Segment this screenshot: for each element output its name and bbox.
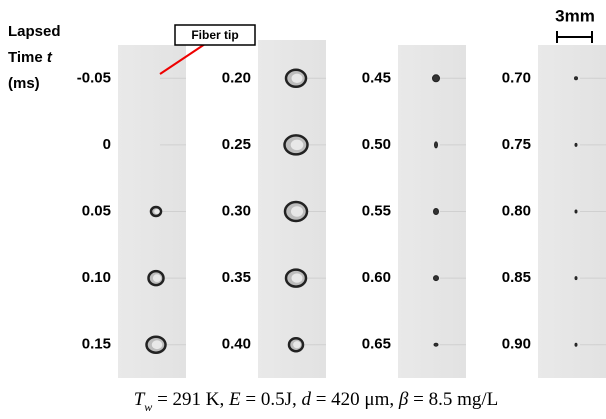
header-variable: t (47, 49, 53, 66)
time-label: 0.65 (362, 336, 391, 353)
time-label: 0.60 (362, 269, 391, 286)
annotation-box (174, 24, 256, 46)
bubble (433, 342, 439, 347)
time-label: 0.80 (502, 202, 531, 219)
header-text: Time (8, 49, 43, 66)
annotation: Fiber tip (191, 28, 238, 42)
bubble-core (291, 273, 303, 283)
time-label: 0.40 (222, 336, 251, 353)
bubble-core (154, 209, 160, 214)
caption: Tw = 291 K, E = 0.5J, d = 420 μm, β = 8.… (134, 389, 499, 414)
scale-bar-label: 3mm (555, 6, 595, 25)
time-label: 0.90 (502, 336, 531, 353)
time-label: 0.55 (362, 202, 391, 219)
bubble (434, 141, 438, 149)
bubble (574, 209, 578, 214)
caption-part: d (301, 389, 311, 410)
caption-part: = 420 μm, (311, 389, 399, 410)
header-line: Time t (8, 49, 53, 66)
time-label: 0.35 (222, 269, 251, 286)
time-label: 0.15 (82, 336, 111, 353)
bubble-core (151, 340, 163, 350)
caption-part: = 291 K, (152, 389, 229, 410)
pointer-line (159, 43, 206, 75)
time-label: 0.25 (222, 136, 251, 153)
time-label: 0.45 (362, 69, 391, 86)
bubble-core (152, 274, 162, 282)
time-label: -0.05 (77, 69, 111, 86)
caption-part: = 8.5 mg/L (408, 389, 498, 410)
bubble (574, 342, 578, 347)
time-label: 0.30 (222, 202, 251, 219)
time-label: 0.50 (362, 136, 391, 153)
time-label: 0 (103, 136, 111, 153)
bubble-core (290, 206, 304, 217)
caption-part: T (134, 389, 146, 410)
bubble-core (293, 341, 301, 349)
header-line: (ms) (8, 75, 40, 92)
bubble (574, 142, 578, 147)
caption-part: β (398, 389, 409, 410)
time-label: 0.20 (222, 69, 251, 86)
bubble (574, 276, 578, 281)
caption-part: = 0.5J, (241, 389, 302, 410)
time-label: 0.75 (502, 136, 531, 153)
bubble (432, 74, 440, 83)
time-label: 0.10 (82, 269, 111, 286)
bubble (433, 275, 439, 282)
caption-part: w (144, 400, 152, 414)
time-label: 0.05 (82, 202, 111, 219)
header-line: Lapsed (8, 23, 61, 40)
bubble (433, 208, 439, 215)
bubble-core (291, 73, 303, 83)
bubble-core (290, 139, 304, 151)
scale-bar (556, 31, 593, 43)
caption-part: E (228, 389, 241, 410)
bubble (574, 76, 578, 81)
image-panels: -0.05 0 0.05 0.10 0.15 0.20 0.25 0.30 0.35 0.40 0.… (77, 40, 606, 378)
time-label: 0.70 (502, 69, 531, 86)
time-label: 0.85 (502, 269, 531, 286)
